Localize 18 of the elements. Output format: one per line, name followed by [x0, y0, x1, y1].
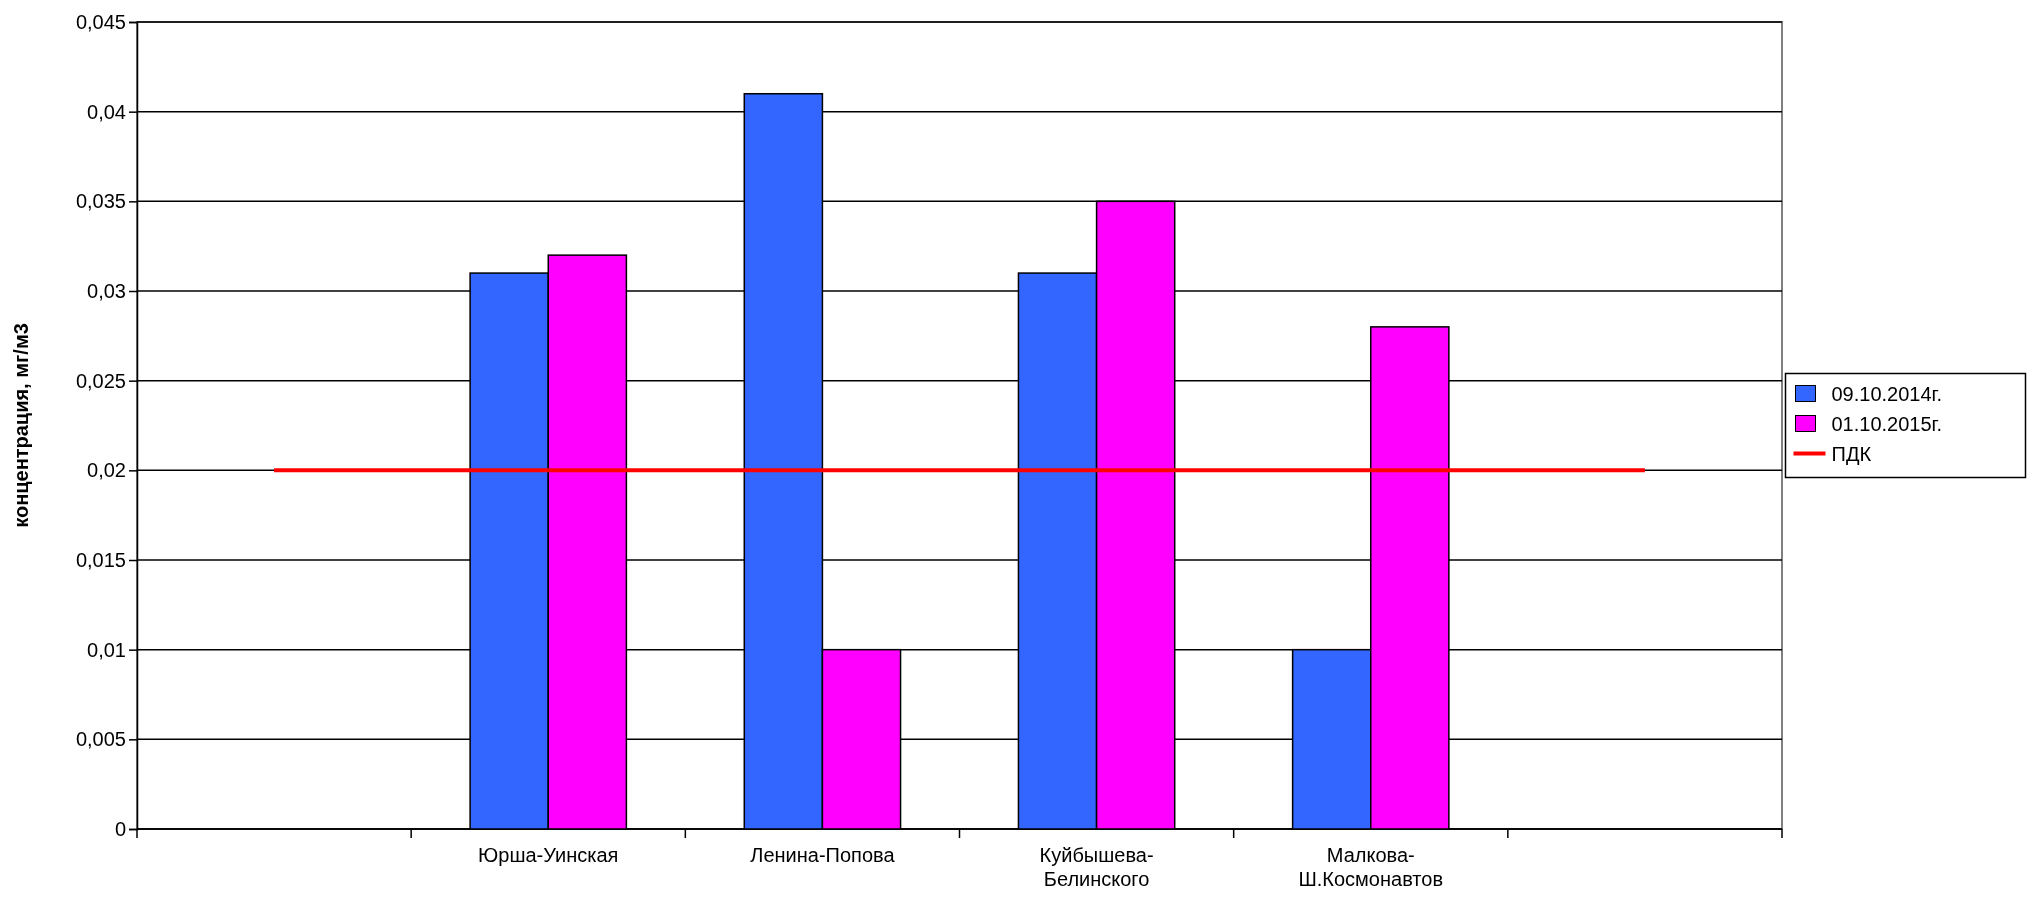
x-tick-label: Малкова-Ш.Космонавтов	[1298, 844, 1444, 890]
x-tick-label: Куйбышева-Белинского	[1039, 844, 1154, 890]
x-tick-label: Ленина-Попова	[750, 844, 896, 866]
x-tick-label: Юрша-Уинская	[478, 844, 619, 866]
y-tick-label: 0,02	[87, 459, 126, 482]
legend-label: 01.10.2015г.	[1831, 412, 1943, 435]
y-tick-label: 0,025	[75, 369, 126, 392]
legend-label: ПДК	[1831, 442, 1872, 465]
y-tick-label: 0	[114, 817, 126, 840]
y-tick-label: 0,03	[87, 279, 126, 302]
y-tick-label: 0,045	[75, 10, 126, 33]
y-axis-title: концентрация, мг/м3	[10, 323, 32, 528]
legend-label: 09.10.2014г.	[1831, 382, 1943, 405]
y-tick-label: 0,005	[75, 728, 126, 751]
y-tick-label: 0,01	[87, 638, 126, 661]
y-tick-label: 0,015	[75, 548, 126, 571]
y-tick-label: 0,04	[87, 100, 126, 123]
y-tick-label: 0,035	[75, 190, 126, 213]
